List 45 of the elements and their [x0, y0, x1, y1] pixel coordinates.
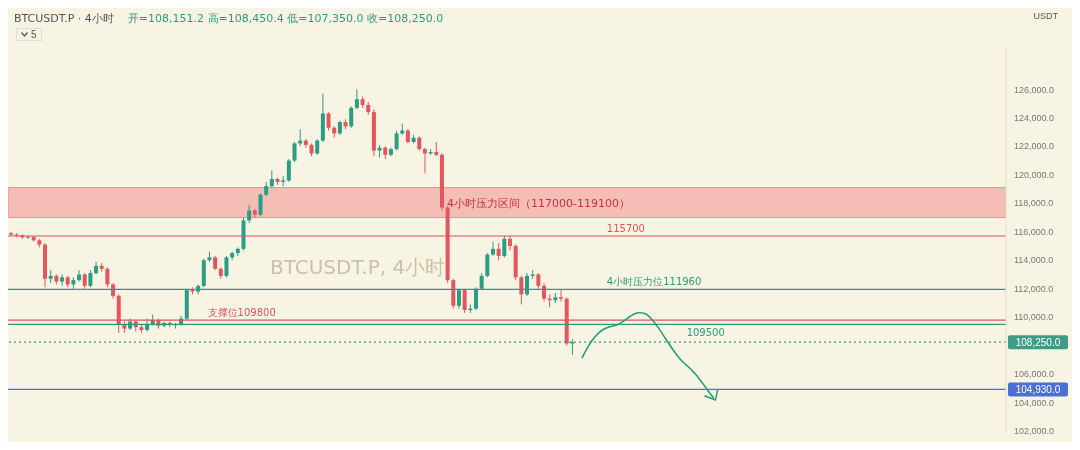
chart-title: BTCUSDT.P · 4小时 — [14, 12, 114, 25]
candlestick — [247, 204, 252, 224]
y-axis-title: USDT — [1033, 11, 1058, 21]
y-tick-label: 116,000.0 — [1014, 226, 1054, 237]
candlestick — [286, 158, 291, 183]
candlestick — [490, 241, 495, 257]
candlestick — [422, 147, 427, 174]
candlestick — [326, 111, 331, 132]
candlestick — [60, 273, 65, 287]
y-tick-label: 106,000.0 — [1014, 369, 1055, 380]
candlestick — [485, 252, 490, 278]
candlestick — [519, 275, 524, 305]
candlestick — [77, 269, 82, 283]
ref-line-label: 4小时压力位111960 — [606, 276, 702, 288]
y-tick-label: 122,000.0 — [1014, 141, 1055, 152]
y-tick-label: 112,000.0 — [1014, 283, 1054, 294]
candlestick — [105, 266, 110, 288]
candlestick — [394, 130, 399, 152]
candlestick — [349, 105, 354, 129]
candlestick — [502, 235, 507, 258]
ref-line-label: 108,250.0 — [1015, 337, 1061, 349]
ref-line-label: 支撑位109800 — [207, 307, 276, 319]
ref-line-label: 115700 — [606, 223, 645, 235]
y-tick-label: 110,000.0 — [1014, 312, 1054, 323]
text: 5 — [31, 29, 37, 40]
ref-line-label: 104,930.0 — [1015, 384, 1061, 396]
annotation: BTCUSDT.P, 4小时 — [270, 254, 446, 281]
candlestick — [258, 192, 263, 217]
ref-line-label: 109500 — [686, 327, 725, 339]
candlestick — [462, 288, 467, 314]
y-tick-label: 104,000.0 — [1014, 397, 1055, 408]
candlestick — [354, 88, 359, 110]
band-label: 4小时压力区间（117000-119100） — [447, 196, 631, 210]
candlestick — [542, 282, 547, 303]
y-tick-label: 124,000.0 — [1014, 112, 1055, 123]
candlestick — [303, 138, 308, 149]
y-tick-label: 126,000.0 — [1014, 84, 1055, 95]
candlestick — [224, 255, 229, 278]
candlestick — [292, 141, 297, 163]
y-tick-label: 118,000.0 — [1014, 198, 1054, 209]
candlestick — [559, 288, 564, 303]
chart-subtitle: 开=108,151.2 高=108,450.4 低=107,350.0 收=108,250.0 — [127, 12, 444, 25]
y-tick-label: 114,000.0 — [1014, 255, 1054, 266]
y-tick-label: 102,000.0 — [1014, 426, 1055, 437]
y-tick-label: 120,000.0 — [1014, 169, 1055, 180]
